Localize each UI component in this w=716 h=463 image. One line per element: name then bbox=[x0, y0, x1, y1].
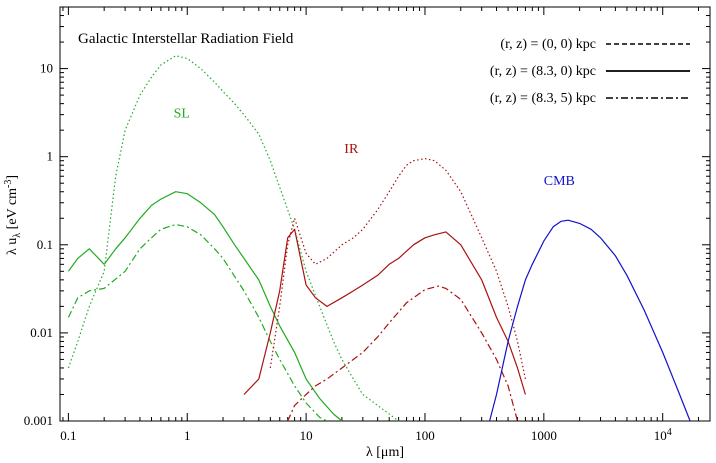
annotation-sl: SL bbox=[174, 106, 190, 121]
series-line-0 bbox=[67, 55, 399, 422]
ticks-group: 0.1 1 10 100 1000 104 0.001 0.01 0.1 1 10 bbox=[24, 6, 710, 443]
chart-title: Galactic Interstellar Radiation Field bbox=[78, 31, 294, 47]
series-line-5 bbox=[287, 285, 519, 422]
legend-label-1: (r, z) = (8.3, 0) kpc bbox=[490, 64, 596, 79]
x-tick-label: 10 bbox=[300, 428, 313, 443]
annotations-group: SL IR CMB bbox=[174, 106, 575, 188]
y-tick-label: 0.001 bbox=[24, 413, 53, 428]
x-tick-label: 104 bbox=[654, 427, 672, 443]
plot-frame bbox=[59, 6, 711, 422]
legend: (r, z) = (0, 0) kpc (r, z) = (8.3, 0) kp… bbox=[490, 37, 690, 106]
y-tick-label: 10 bbox=[40, 61, 53, 76]
x-tick-label: 1000 bbox=[531, 428, 557, 443]
annotation-cmb: CMB bbox=[544, 174, 575, 189]
series-line-3 bbox=[269, 158, 526, 380]
x-tick-label: 0.1 bbox=[60, 428, 76, 443]
y-tick-label: 0.1 bbox=[37, 237, 53, 252]
series-line-1 bbox=[67, 191, 343, 422]
annotation-ir: IR bbox=[344, 142, 359, 157]
series-line-2 bbox=[67, 223, 328, 422]
y-tick-label: 0.01 bbox=[30, 325, 53, 340]
y-tick-label: 1 bbox=[47, 149, 54, 164]
series-line-6 bbox=[489, 219, 691, 422]
x-tick-label: 1 bbox=[184, 428, 191, 443]
x-axis-title: λ [μm] bbox=[366, 445, 404, 460]
series-group bbox=[67, 55, 691, 422]
legend-label-2: (r, z) = (8.3, 5) kpc bbox=[490, 91, 596, 106]
x-tick-label: 100 bbox=[415, 428, 435, 443]
series-line-4 bbox=[243, 228, 526, 395]
legend-label-0: (r, z) = (0, 0) kpc bbox=[500, 37, 596, 52]
y-axis-title: λ uλ [eV cm-3] bbox=[3, 175, 23, 255]
